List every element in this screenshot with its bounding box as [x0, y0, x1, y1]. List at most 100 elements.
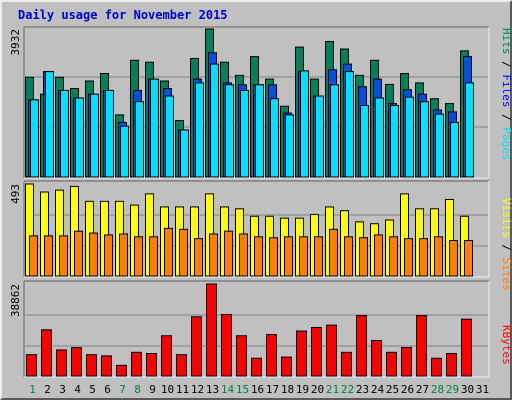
kbytes-bar [206, 283, 217, 377]
pages-bar [270, 98, 279, 178]
kbytes-bar [236, 335, 247, 377]
day-label: 10 [161, 383, 174, 396]
kbytes-bar [161, 335, 172, 377]
pages-bar [420, 101, 429, 178]
sites-bar [179, 228, 188, 277]
pages-bar [210, 63, 219, 178]
sites-bar [89, 232, 98, 277]
pages-bar [465, 82, 474, 178]
sites-bar [104, 234, 113, 277]
day-label: 6 [104, 383, 111, 396]
day-label: 17 [266, 383, 279, 396]
sites-bar [299, 236, 308, 277]
kbytes-bar [296, 330, 307, 377]
sites-bar [74, 230, 83, 277]
pages-bar [195, 82, 204, 178]
day-label: 25 [386, 383, 399, 396]
kbytes-bar [446, 353, 457, 377]
day-label: 13 [206, 383, 219, 396]
day-label: 7 [119, 383, 126, 396]
pages-bar [120, 125, 129, 178]
day-label: 11 [176, 383, 189, 396]
day-label: 12 [191, 383, 204, 396]
kbytes-bar [191, 316, 202, 377]
legend-visits: Visits [500, 198, 512, 238]
sites-bar [194, 238, 203, 277]
sites-bar [419, 238, 428, 277]
pages-bar [180, 129, 189, 178]
sites-bar [164, 227, 173, 277]
pages-bar [240, 89, 249, 178]
kbytes-bar [401, 347, 412, 377]
sites-bar [44, 235, 53, 277]
sites-bar [389, 236, 398, 277]
kbytes-bar [431, 357, 442, 377]
pages-bar [225, 84, 234, 178]
pages-bar [45, 71, 54, 178]
legend-pages: Pages [500, 127, 512, 160]
kbytes-bar [461, 318, 472, 377]
pages-bar [405, 96, 414, 178]
sites-bar [59, 235, 68, 277]
sites-bar [359, 237, 368, 277]
kbytes-bar [386, 351, 397, 377]
day-label: 19 [296, 383, 309, 396]
kbytes-bar [26, 354, 37, 377]
sites-bar [284, 236, 293, 277]
sites-bar [149, 236, 158, 277]
kbytes-bar [56, 349, 67, 377]
day-label: 3 [59, 383, 66, 396]
kbytes-legend: KBytes [500, 325, 512, 365]
sites-bar [314, 236, 323, 277]
sites-bar [404, 238, 413, 277]
day-label: 16 [251, 383, 264, 396]
kbytes-bar [71, 347, 82, 377]
hits-ymax-label: 3932 [9, 29, 22, 56]
sites-bar [29, 235, 38, 277]
day-label: 14 [221, 383, 235, 396]
kbytes-bar [116, 364, 127, 377]
chart-title: Daily usage for November 2015 [18, 8, 228, 22]
sites-bar [239, 233, 248, 277]
day-label: 29 [446, 383, 459, 396]
sites-bar [269, 237, 278, 277]
kbytes-bar [326, 324, 337, 377]
pages-bar [75, 97, 84, 178]
kbytes-bar [266, 334, 277, 377]
kbytes-bar [86, 354, 97, 377]
legend-files: Files [500, 74, 512, 107]
kbytes-bar [146, 353, 157, 377]
visits-sites-legend: Visits / Sites [500, 198, 512, 291]
day-label: 5 [89, 383, 96, 396]
legend-hits: Hits [500, 28, 512, 55]
kbytes-ymax-label: 38862 [9, 284, 22, 317]
pages-bar [435, 113, 444, 178]
kbytes-bar [41, 329, 52, 377]
day-label: 27 [416, 383, 429, 396]
kbytes-bar [131, 351, 142, 377]
pages-bar [105, 89, 114, 178]
sites-bar [119, 233, 128, 277]
pages-bar [390, 104, 399, 178]
kbytes-bar [416, 315, 427, 377]
pages-bar [330, 84, 339, 178]
day-label: 22 [341, 383, 354, 396]
pages-bar [150, 78, 159, 178]
day-label: 20 [311, 383, 324, 396]
day-label: 2 [44, 383, 51, 396]
kbytes-bar [281, 356, 292, 377]
kbytes-bar [341, 351, 352, 377]
day-label: 15 [236, 383, 249, 396]
kbytes-bar [176, 354, 187, 377]
day-label: 21 [326, 383, 339, 396]
pages-bar [60, 89, 69, 178]
sites-bar [464, 240, 473, 277]
pages-bar [345, 71, 354, 178]
pages-bar [135, 101, 144, 178]
sites-bar [374, 234, 383, 277]
pages-bar [165, 95, 174, 178]
day-label: 26 [401, 383, 414, 396]
pages-bar [285, 114, 294, 178]
day-label: 18 [281, 383, 294, 396]
day-label: 1 [29, 383, 36, 396]
